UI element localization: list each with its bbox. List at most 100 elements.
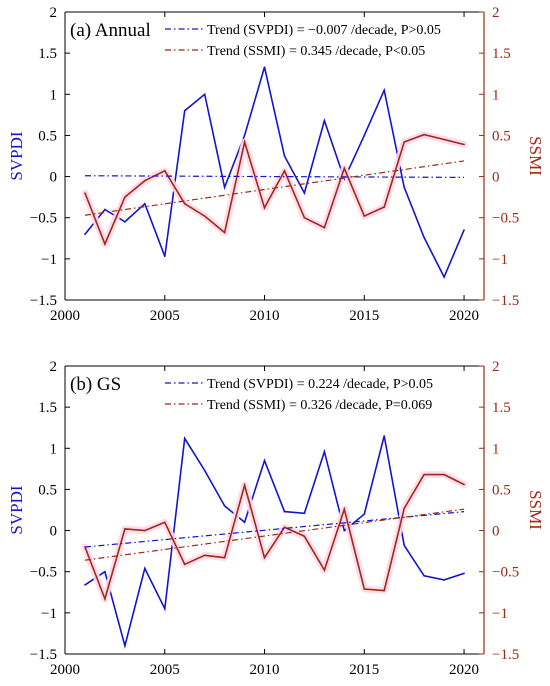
svpdi-point [203, 93, 206, 96]
x-tick-label: 2020 [449, 308, 479, 324]
y-tick-label: −0.5 [30, 211, 57, 227]
ssmi-point [263, 207, 266, 209]
svpdi-point [263, 459, 266, 462]
ssmi-point [463, 143, 465, 146]
svpdi-point [403, 544, 405, 547]
ssmi-point [383, 206, 386, 208]
y-tick-label: −0.5 [30, 565, 57, 581]
svpdi-point [463, 229, 465, 231]
x-tick-label: 2010 [250, 308, 280, 324]
svpdi-point [203, 469, 206, 472]
svpdi-point [283, 155, 286, 157]
ssmi-point [183, 202, 186, 205]
ssmi-point [104, 598, 106, 600]
svpdi-point [403, 186, 405, 189]
svpdi-point [243, 134, 246, 137]
legend-label: Trend (SVPDI) = −0.007 /decade, P>0.05 [207, 23, 441, 38]
svpdi-point [144, 567, 146, 570]
ssmi-trend-line [84, 160, 465, 216]
ssmi-point [144, 529, 146, 532]
y-axis-label: SVPDI [7, 131, 26, 180]
ssmi-point [144, 179, 146, 182]
svpdi-point [124, 221, 126, 223]
svpdi-point [383, 89, 386, 91]
svpdi-point [104, 570, 106, 573]
ssmi-point [84, 192, 86, 194]
x-tick-label: 2020 [449, 662, 479, 678]
y-tick-label: 1 [50, 441, 58, 457]
y-tick-label: −1 [41, 606, 57, 622]
svpdi-point [104, 208, 106, 211]
ssmi-point [363, 215, 366, 217]
svpdi-point [443, 276, 445, 278]
ssmi-point [443, 138, 445, 141]
y-tick-label: 0 [50, 170, 58, 186]
x-tick-label: 2000 [50, 662, 80, 678]
svpdi-point [363, 513, 366, 515]
svpdi-point [243, 521, 246, 524]
y2-tick-label: 1 [492, 87, 500, 103]
svpdi-point [343, 529, 346, 532]
ssmi-point [223, 556, 226, 559]
panel-gs: 2000 2005 2010 2015 2020 −1.5 −1 −0.5 0 0.5 1 1.5 2 −… [7, 359, 545, 678]
ssmi-point [163, 521, 166, 524]
svpdi-point [84, 233, 86, 235]
ssmi-series-line [84, 473, 465, 602]
ssmi-point [303, 216, 306, 219]
svpdi-point [323, 450, 326, 453]
x-tick-label: 2015 [349, 308, 379, 324]
y-tick-label: 0.5 [38, 128, 57, 144]
y2-tick-label: −1.5 [492, 293, 519, 309]
y2-tick-label: 2 [492, 359, 500, 375]
svpdi-point [223, 186, 226, 189]
ssmi-series-line [84, 133, 465, 247]
svpdi-point [443, 579, 445, 581]
ssmi-trend-line [84, 508, 465, 561]
y2-tick-label: 1 [492, 441, 500, 457]
y-axis-label: SVPDI [7, 485, 26, 534]
ssmi-point [423, 133, 425, 136]
ssmi-point [323, 569, 326, 571]
y-tick-label: −1.5 [30, 647, 57, 663]
ssmi-point [403, 507, 405, 510]
svpdi-point [363, 134, 366, 137]
ssmi-point [423, 473, 425, 476]
y2-tick-label: 1.5 [492, 46, 511, 62]
y-tick-label: −1 [41, 252, 57, 268]
legend-label: Trend (SSMI) = 0.326 /decade, P=0.069 [207, 398, 432, 413]
ssmi-point [283, 526, 286, 529]
ssmi-point [243, 484, 246, 487]
y2-tick-label: −0.5 [492, 565, 519, 581]
svpdi-point [423, 236, 425, 239]
svpdi-point [163, 255, 166, 258]
panel-title: (b) GS [70, 374, 121, 395]
ssmi-point [343, 167, 346, 170]
ssmi-point [343, 508, 346, 510]
y2-tick-label: 0.5 [492, 482, 511, 498]
y-tick-label: 2 [50, 5, 58, 21]
y-tick-label: 2 [50, 359, 58, 375]
x-tick-label: 2010 [250, 662, 280, 678]
y-tick-label: 0 [50, 524, 58, 540]
y2-tick-label: −0.5 [492, 211, 519, 227]
ssmi-point [163, 170, 166, 172]
ssmi-point [283, 170, 286, 172]
x-tick-label: 2000 [50, 308, 80, 324]
y2-tick-label: 1.5 [492, 400, 511, 416]
svpdi-point [144, 202, 146, 205]
ssmi-point [463, 483, 465, 486]
ssmi-point [323, 226, 326, 229]
ssmi-point [104, 243, 106, 245]
ssmi-point [203, 215, 206, 217]
ssmi-point [443, 473, 445, 476]
svpdi-point [223, 505, 226, 507]
svpdi-point [263, 66, 266, 68]
svpdi-series-line [84, 66, 465, 279]
y2-tick-label: 0 [492, 170, 500, 186]
y2-tick-label: −1 [492, 606, 508, 622]
y-tick-label: 1.5 [38, 46, 57, 62]
y-tick-label: −1.5 [30, 293, 57, 309]
svpdi-point [323, 119, 326, 122]
svpdi-point [383, 435, 386, 437]
